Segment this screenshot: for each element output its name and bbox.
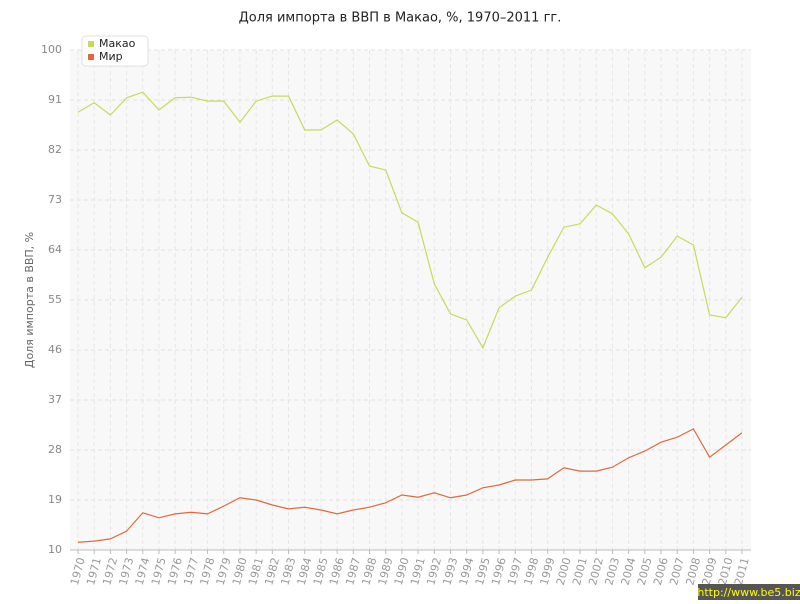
legend-marker [88, 41, 94, 47]
plot-area [70, 50, 751, 550]
watermark-bg [698, 584, 800, 600]
y-tick-label: 19 [48, 493, 62, 506]
series-line [77, 91, 743, 350]
series-line [77, 428, 743, 543]
y-tick-label: 28 [48, 443, 62, 456]
y-tick-label: 100 [41, 43, 62, 56]
y-tick-label: 37 [48, 393, 62, 406]
y-tick-label: 73 [48, 193, 62, 206]
watermark: http://www.be5.biz [697, 586, 800, 599]
y-tick-label: 10 [48, 543, 62, 556]
legend-label: Мир [99, 50, 123, 63]
y-tick-label: 91 [48, 93, 62, 106]
legend-label: Макао [99, 37, 136, 50]
y-axis-label: Доля импорта в ВВП, % [23, 232, 36, 368]
legend-marker [88, 54, 94, 60]
y-tick-label: 55 [48, 293, 62, 306]
legend-box [81, 35, 149, 67]
y-tick-label: 64 [48, 243, 62, 256]
y-tick-label: 46 [48, 343, 62, 356]
y-tick-label: 82 [48, 143, 62, 156]
chart-title: Доля импорта в ВВП в Макао, %, 1970–2011… [239, 11, 562, 26]
